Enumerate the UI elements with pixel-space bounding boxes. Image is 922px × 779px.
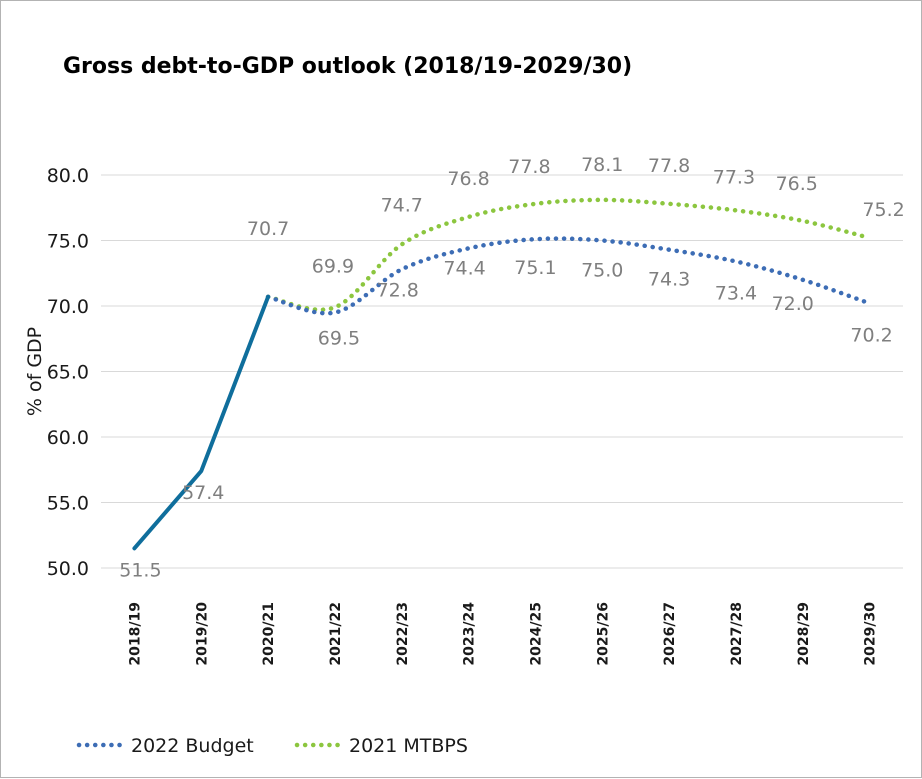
- series-layer: [132, 197, 872, 551]
- y-axis: 50.0 55.0 60.0 65.0 70.0 75.0 80.0: [47, 165, 89, 580]
- data-label: 75.2: [862, 199, 904, 221]
- data-label: 77.8: [648, 155, 690, 177]
- y-tick-label: 65.0: [47, 362, 89, 384]
- data-label: 75.1: [514, 257, 556, 279]
- x-tick-label: 2026/27: [662, 602, 678, 666]
- data-label: 76.8: [447, 168, 489, 190]
- y-tick-label: 80.0: [47, 165, 89, 187]
- data-label: 51.5: [119, 559, 161, 581]
- x-tick-label: 2022/23: [395, 602, 411, 666]
- data-label: 74.7: [381, 194, 423, 216]
- data-label: 76.5: [776, 173, 818, 195]
- data-label: 77.8: [508, 156, 550, 178]
- y-tick-label: 70.0: [47, 296, 89, 318]
- data-label: 78.1: [581, 154, 623, 176]
- y-tick-label: 75.0: [47, 231, 89, 253]
- x-tick-label: 2021/22: [328, 602, 344, 666]
- data-label: 75.0: [581, 260, 623, 282]
- data-label: 69.5: [318, 328, 360, 350]
- chart-title: Gross debt-to-GDP outlook (2018/19-2029/…: [63, 54, 632, 79]
- y-tick-label: 50.0: [47, 558, 89, 580]
- data-label: 69.9: [312, 255, 354, 277]
- series-line-0: [132, 294, 271, 551]
- y-tick-label: 60.0: [47, 427, 89, 449]
- x-tick-label: 2027/28: [729, 602, 745, 666]
- x-tick-label: 2020/21: [261, 602, 277, 666]
- legend-label: 2021 MTBPS: [349, 735, 468, 757]
- legend-label: 2022 Budget: [131, 735, 254, 757]
- x-tick-label: 2025/26: [595, 602, 611, 666]
- x-tick-label: 2029/30: [863, 602, 879, 666]
- data-label: 70.7: [247, 218, 289, 240]
- data-label: 74.3: [648, 269, 690, 291]
- x-axis: 2018/19 2019/20 2020/21 2021/22 2022/23 2023/…: [127, 602, 878, 666]
- y-tick-label: 55.0: [47, 493, 89, 515]
- data-label: 70.2: [850, 324, 892, 346]
- x-tick-label: 2024/25: [528, 602, 544, 666]
- data-label: 74.4: [443, 257, 485, 279]
- x-tick-label: 2019/20: [194, 602, 210, 666]
- data-label: 57.4: [182, 482, 224, 504]
- data-label: 72.0: [772, 293, 814, 315]
- x-tick-label: 2018/19: [127, 602, 143, 666]
- data-label: 72.8: [377, 279, 419, 301]
- data-label: 73.4: [715, 282, 757, 304]
- x-tick-label: 2023/24: [462, 602, 478, 666]
- legend: 2022 Budget 2021 MTBPS: [76, 735, 468, 757]
- grid-layer: [101, 174, 903, 569]
- y-axis-label: % of GDP: [24, 327, 46, 416]
- x-tick-label: 2028/29: [796, 602, 812, 666]
- data-labels: 51.5 57.4 70.7 69.5 72.8 74.4 75.1 75.0 74.3 73.4…: [119, 154, 904, 581]
- series-line-1: [265, 236, 872, 316]
- series-line-2: [265, 197, 872, 312]
- data-label: 77.3: [713, 166, 755, 188]
